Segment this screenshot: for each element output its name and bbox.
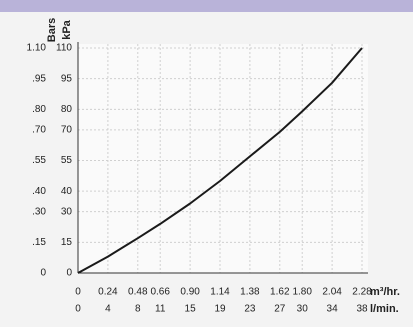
x-tick-label: 1.14: [210, 287, 230, 298]
x-tick-label: 0.66: [150, 287, 170, 298]
x2-tick-label: 30: [297, 304, 309, 315]
x2-tick-label: 11: [155, 304, 166, 315]
x2-tick-label: 4: [105, 304, 111, 315]
y2-axis-label: Bars: [46, 18, 58, 42]
x-axis-label: m³/hr.: [370, 286, 400, 298]
x2-tick-label: 34: [327, 304, 339, 315]
x-tick-label: 0.24: [98, 287, 118, 298]
y2-tick-label: .55: [32, 155, 46, 166]
header-band: [0, 0, 413, 12]
x-tick-label: 0: [75, 287, 81, 298]
y-tick-label: 40: [61, 186, 73, 197]
x-tick-label: 1.62: [270, 287, 290, 298]
y-tick-label: 80: [61, 104, 73, 115]
y2-tick-label: 0: [40, 268, 46, 279]
x2-axis-label: l/min.: [370, 303, 399, 315]
x2-tick-label: 8: [135, 304, 141, 315]
y-tick-label: 0: [66, 268, 72, 279]
y-axis-label: kPa: [61, 19, 73, 39]
y2-tick-label: .80: [32, 104, 46, 115]
x-tick-label: 2.28: [352, 287, 372, 298]
y2-tick-label: .70: [32, 124, 46, 135]
y-tick-label: 30: [61, 206, 73, 217]
x2-tick-label: 0: [75, 304, 81, 315]
y2-tick-label: .15: [32, 237, 46, 248]
y-tick-label: 70: [61, 124, 73, 135]
y-tick-label: 110: [56, 43, 72, 54]
y-tick-label: 55: [61, 155, 73, 166]
x2-tick-label: 23: [244, 304, 256, 315]
y2-tick-label: .30: [32, 206, 46, 217]
x2-tick-label: 27: [274, 304, 286, 315]
y2-tick-label: .40: [32, 186, 46, 197]
x-tick-label: 0.48: [128, 287, 148, 298]
x-tick-label: 2.04: [322, 287, 342, 298]
x2-tick-label: 38: [356, 304, 368, 315]
y-tick-label: 95: [61, 73, 73, 84]
curve: [77, 47, 363, 274]
x-tick-label: 1.38: [240, 287, 260, 298]
y2-tick-label: .95: [32, 73, 46, 84]
plot-area: [78, 44, 368, 273]
x2-tick-label: 19: [214, 304, 226, 315]
y-tick-label: 15: [61, 237, 73, 248]
x-tick-label: 0.90: [180, 287, 200, 298]
x-tick-label: 1.80: [292, 287, 312, 298]
y2-tick-label: 1.10: [27, 43, 47, 54]
x2-tick-label: 15: [185, 304, 197, 315]
